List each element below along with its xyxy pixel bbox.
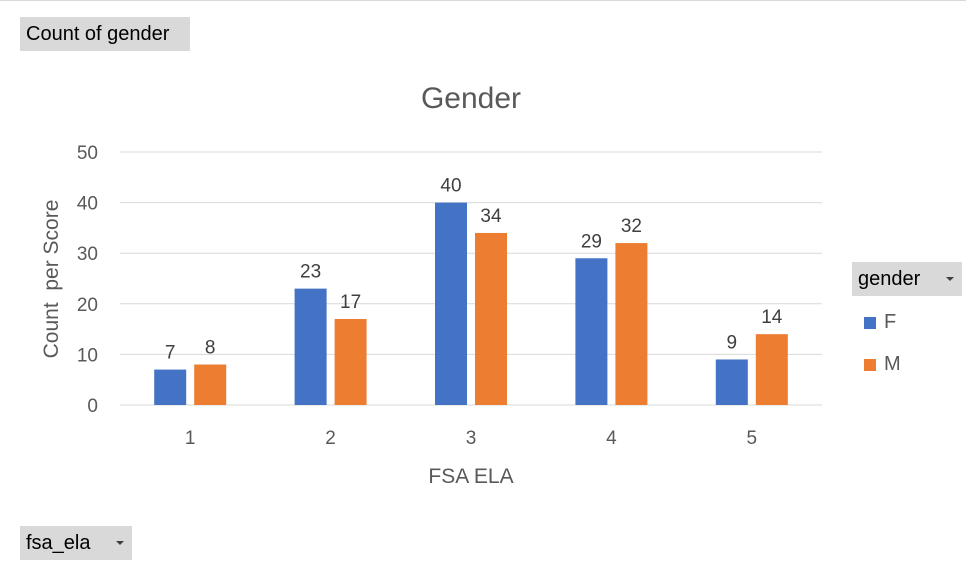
x-axis-title: FSA ELA — [428, 465, 513, 488]
legend-swatch-f — [864, 317, 876, 329]
dropdown-arrow-icon[interactable] — [116, 541, 124, 545]
legend-field-button[interactable]: gender — [852, 262, 962, 296]
data-label: 8 — [205, 338, 216, 359]
x-tick-label: 2 — [325, 428, 336, 449]
legend-swatch-m — [864, 359, 876, 371]
data-label: 9 — [727, 332, 738, 353]
bar-m-3 — [475, 232, 507, 405]
bar-f-5 — [715, 359, 748, 405]
bar-f-3 — [435, 202, 467, 405]
y-axis-title: Count per Score — [40, 200, 63, 359]
x-tick-label: 3 — [466, 428, 477, 449]
chart-title: Gender — [421, 82, 521, 115]
bar-m-2 — [334, 318, 367, 405]
legend-field-label: gender — [858, 268, 921, 290]
data-label: 23 — [300, 262, 321, 283]
top-divider — [0, 0, 966, 1]
bar-m-4 — [615, 243, 648, 405]
y-tick-label: 40 — [77, 194, 98, 215]
y-tick-label: 20 — [77, 295, 98, 316]
row-field-label: fsa_ela — [26, 532, 91, 554]
bar-f-1 — [154, 369, 187, 405]
data-label: 29 — [581, 231, 602, 252]
data-label: 34 — [480, 206, 502, 227]
y-tick-label: 30 — [77, 244, 98, 265]
y-tick-label: 50 — [77, 143, 98, 164]
x-tick-label: 5 — [747, 428, 758, 449]
data-label: 32 — [621, 216, 642, 237]
dropdown-arrow-icon[interactable] — [946, 277, 954, 281]
data-label: 7 — [165, 343, 176, 364]
bar-m-5 — [755, 334, 788, 405]
legend-label-m: M — [884, 353, 901, 375]
data-label: 17 — [340, 292, 361, 313]
value-field-button[interactable]: Count of gender — [20, 17, 190, 51]
x-tick-label: 4 — [606, 428, 617, 449]
data-label: 40 — [440, 176, 461, 197]
bar-m-1 — [194, 364, 227, 405]
x-tick-label: 1 — [185, 428, 196, 449]
data-label: 14 — [761, 307, 783, 328]
row-field-button[interactable]: fsa_ela — [20, 526, 132, 560]
y-tick-label: 0 — [87, 396, 98, 417]
y-tick-label: 10 — [77, 345, 98, 366]
value-field-label: Count of gender — [26, 23, 170, 45]
legend-label-f: F — [884, 311, 897, 333]
bar-f-4 — [575, 258, 608, 405]
bar-f-2 — [294, 288, 327, 405]
